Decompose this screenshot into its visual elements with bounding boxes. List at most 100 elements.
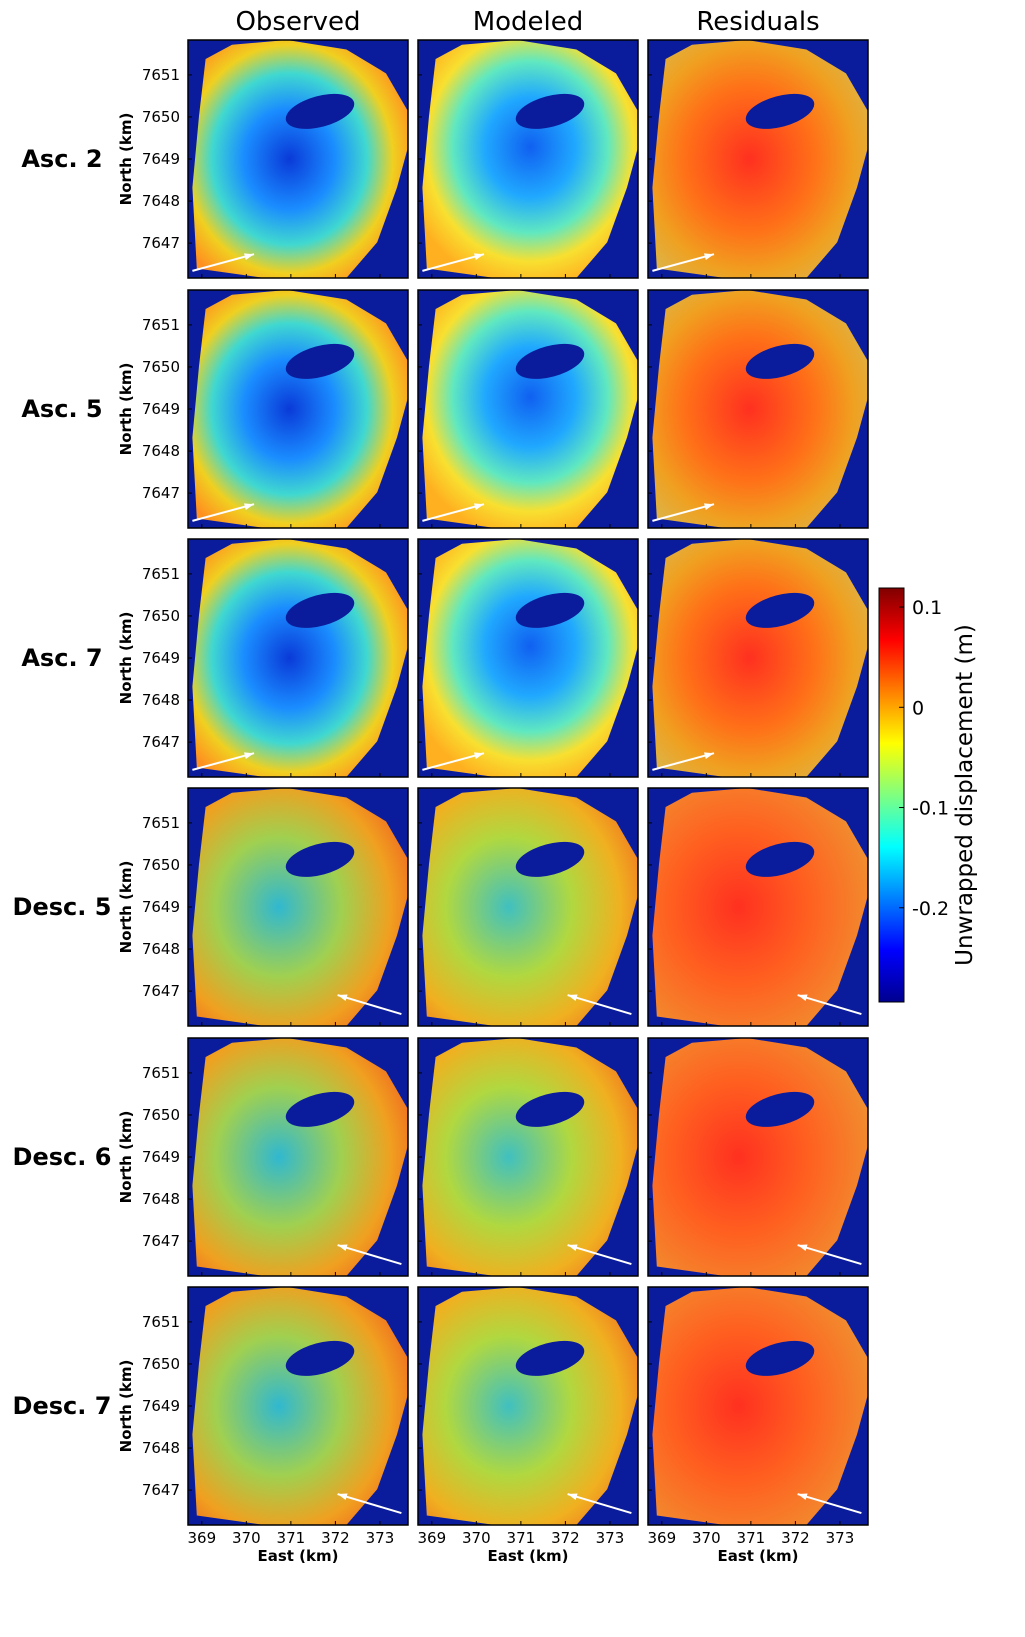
y-tick-label: 7648 [142, 691, 180, 709]
coverage-area [652, 1038, 868, 1276]
map-panel [647, 787, 869, 1027]
y-tick-label: 7648 [142, 442, 180, 460]
y-axis-label: North (km) [117, 612, 135, 705]
map-panel [647, 39, 869, 279]
look-direction-arrow [797, 1244, 862, 1266]
arrow-head [337, 994, 348, 1002]
lake [745, 1340, 815, 1376]
arrow-head [567, 1244, 578, 1252]
arrow-head [337, 1493, 348, 1501]
row-label: Desc. 7 [13, 1392, 112, 1420]
look-direction-arrow [192, 752, 255, 771]
map-panel [417, 1037, 639, 1277]
lake [745, 343, 815, 379]
y-tick-label: 7647 [142, 484, 180, 502]
arrow-head [797, 994, 808, 1002]
map-panel [417, 1286, 639, 1526]
coverage-area [422, 40, 638, 278]
look-direction-arrow [422, 253, 485, 272]
coverage-area [652, 539, 868, 777]
y-axis-label: North (km) [117, 1360, 135, 1453]
lake [285, 1340, 355, 1376]
coverage-area [652, 1287, 868, 1525]
look-direction-arrow [797, 994, 862, 1016]
y-tick-label: 7650 [142, 607, 180, 625]
x-tick-label: 369 [187, 1529, 216, 1547]
coverage-area [192, 40, 408, 278]
look-direction-arrow [567, 994, 632, 1016]
y-tick-label: 7648 [142, 1190, 180, 1208]
map-panel [187, 1037, 409, 1277]
coverage-area [652, 290, 868, 528]
map-panel [187, 289, 409, 529]
lake [515, 1340, 585, 1376]
lake [745, 93, 815, 129]
map-panel [647, 1037, 869, 1277]
coverage-area [422, 539, 638, 777]
y-tick-label: 7647 [142, 1232, 180, 1250]
colorbar-tick-label: -0.1 [912, 798, 949, 820]
row-label: Asc. 7 [21, 644, 102, 672]
y-tick-label: 7649 [142, 1148, 180, 1166]
map-panel [187, 787, 409, 1027]
x-tick-label: 370 [692, 1529, 721, 1547]
lake [515, 1091, 585, 1127]
arrow-head [474, 752, 484, 759]
map-panel [647, 1286, 869, 1526]
look-direction-arrow [652, 253, 715, 272]
coverage-area [192, 290, 408, 528]
lake [515, 841, 585, 877]
y-tick-label: 7648 [142, 192, 180, 210]
x-axis-label: East (km) [487, 1547, 568, 1565]
column-title: Modeled [473, 7, 584, 37]
x-tick-label: 373 [366, 1529, 395, 1547]
y-tick-label: 7647 [142, 733, 180, 751]
coverage-area [192, 788, 408, 1026]
look-direction-arrow [422, 503, 485, 522]
y-tick-label: 7647 [142, 1481, 180, 1499]
column-title: Observed [235, 7, 360, 37]
coverage-area [422, 1287, 638, 1525]
coverage-area [652, 788, 868, 1026]
x-axis-label: East (km) [717, 1547, 798, 1565]
y-axis-label: North (km) [117, 1111, 135, 1204]
y-tick-label: 7648 [142, 940, 180, 958]
y-tick-label: 7650 [142, 1106, 180, 1124]
y-tick-label: 7647 [142, 234, 180, 252]
map-panel [417, 39, 639, 279]
arrow-head [474, 253, 484, 260]
colorbar-tick-label: -0.2 [912, 898, 949, 920]
map-panel [647, 289, 869, 529]
coverage-area [422, 290, 638, 528]
x-tick-label: 373 [826, 1529, 855, 1547]
look-direction-arrow [422, 752, 485, 771]
colorbar-tick-label: 0 [912, 697, 924, 719]
coverage-area [422, 788, 638, 1026]
y-tick-label: 7649 [142, 400, 180, 418]
y-axis-label: North (km) [117, 363, 135, 456]
coverage-area [422, 1038, 638, 1276]
arrow-head [704, 503, 714, 510]
look-direction-arrow [192, 253, 255, 272]
lake [285, 592, 355, 628]
arrow-head [244, 503, 254, 510]
row-label: Asc. 5 [21, 395, 102, 423]
lake [285, 841, 355, 877]
y-tick-label: 7651 [142, 316, 180, 334]
look-direction-arrow [567, 1244, 632, 1266]
row-label: Asc. 2 [21, 145, 102, 173]
y-tick-label: 7651 [142, 814, 180, 832]
lake [745, 841, 815, 877]
y-tick-label: 7650 [142, 1355, 180, 1373]
map-panel [187, 538, 409, 778]
coverage-area [192, 1038, 408, 1276]
arrow-head [797, 1244, 808, 1252]
map-panel [417, 538, 639, 778]
y-tick-label: 7650 [142, 108, 180, 126]
y-tick-label: 7651 [142, 66, 180, 84]
lake [745, 592, 815, 628]
y-tick-label: 7651 [142, 1313, 180, 1331]
lake [515, 343, 585, 379]
x-tick-label: 369 [647, 1529, 676, 1547]
